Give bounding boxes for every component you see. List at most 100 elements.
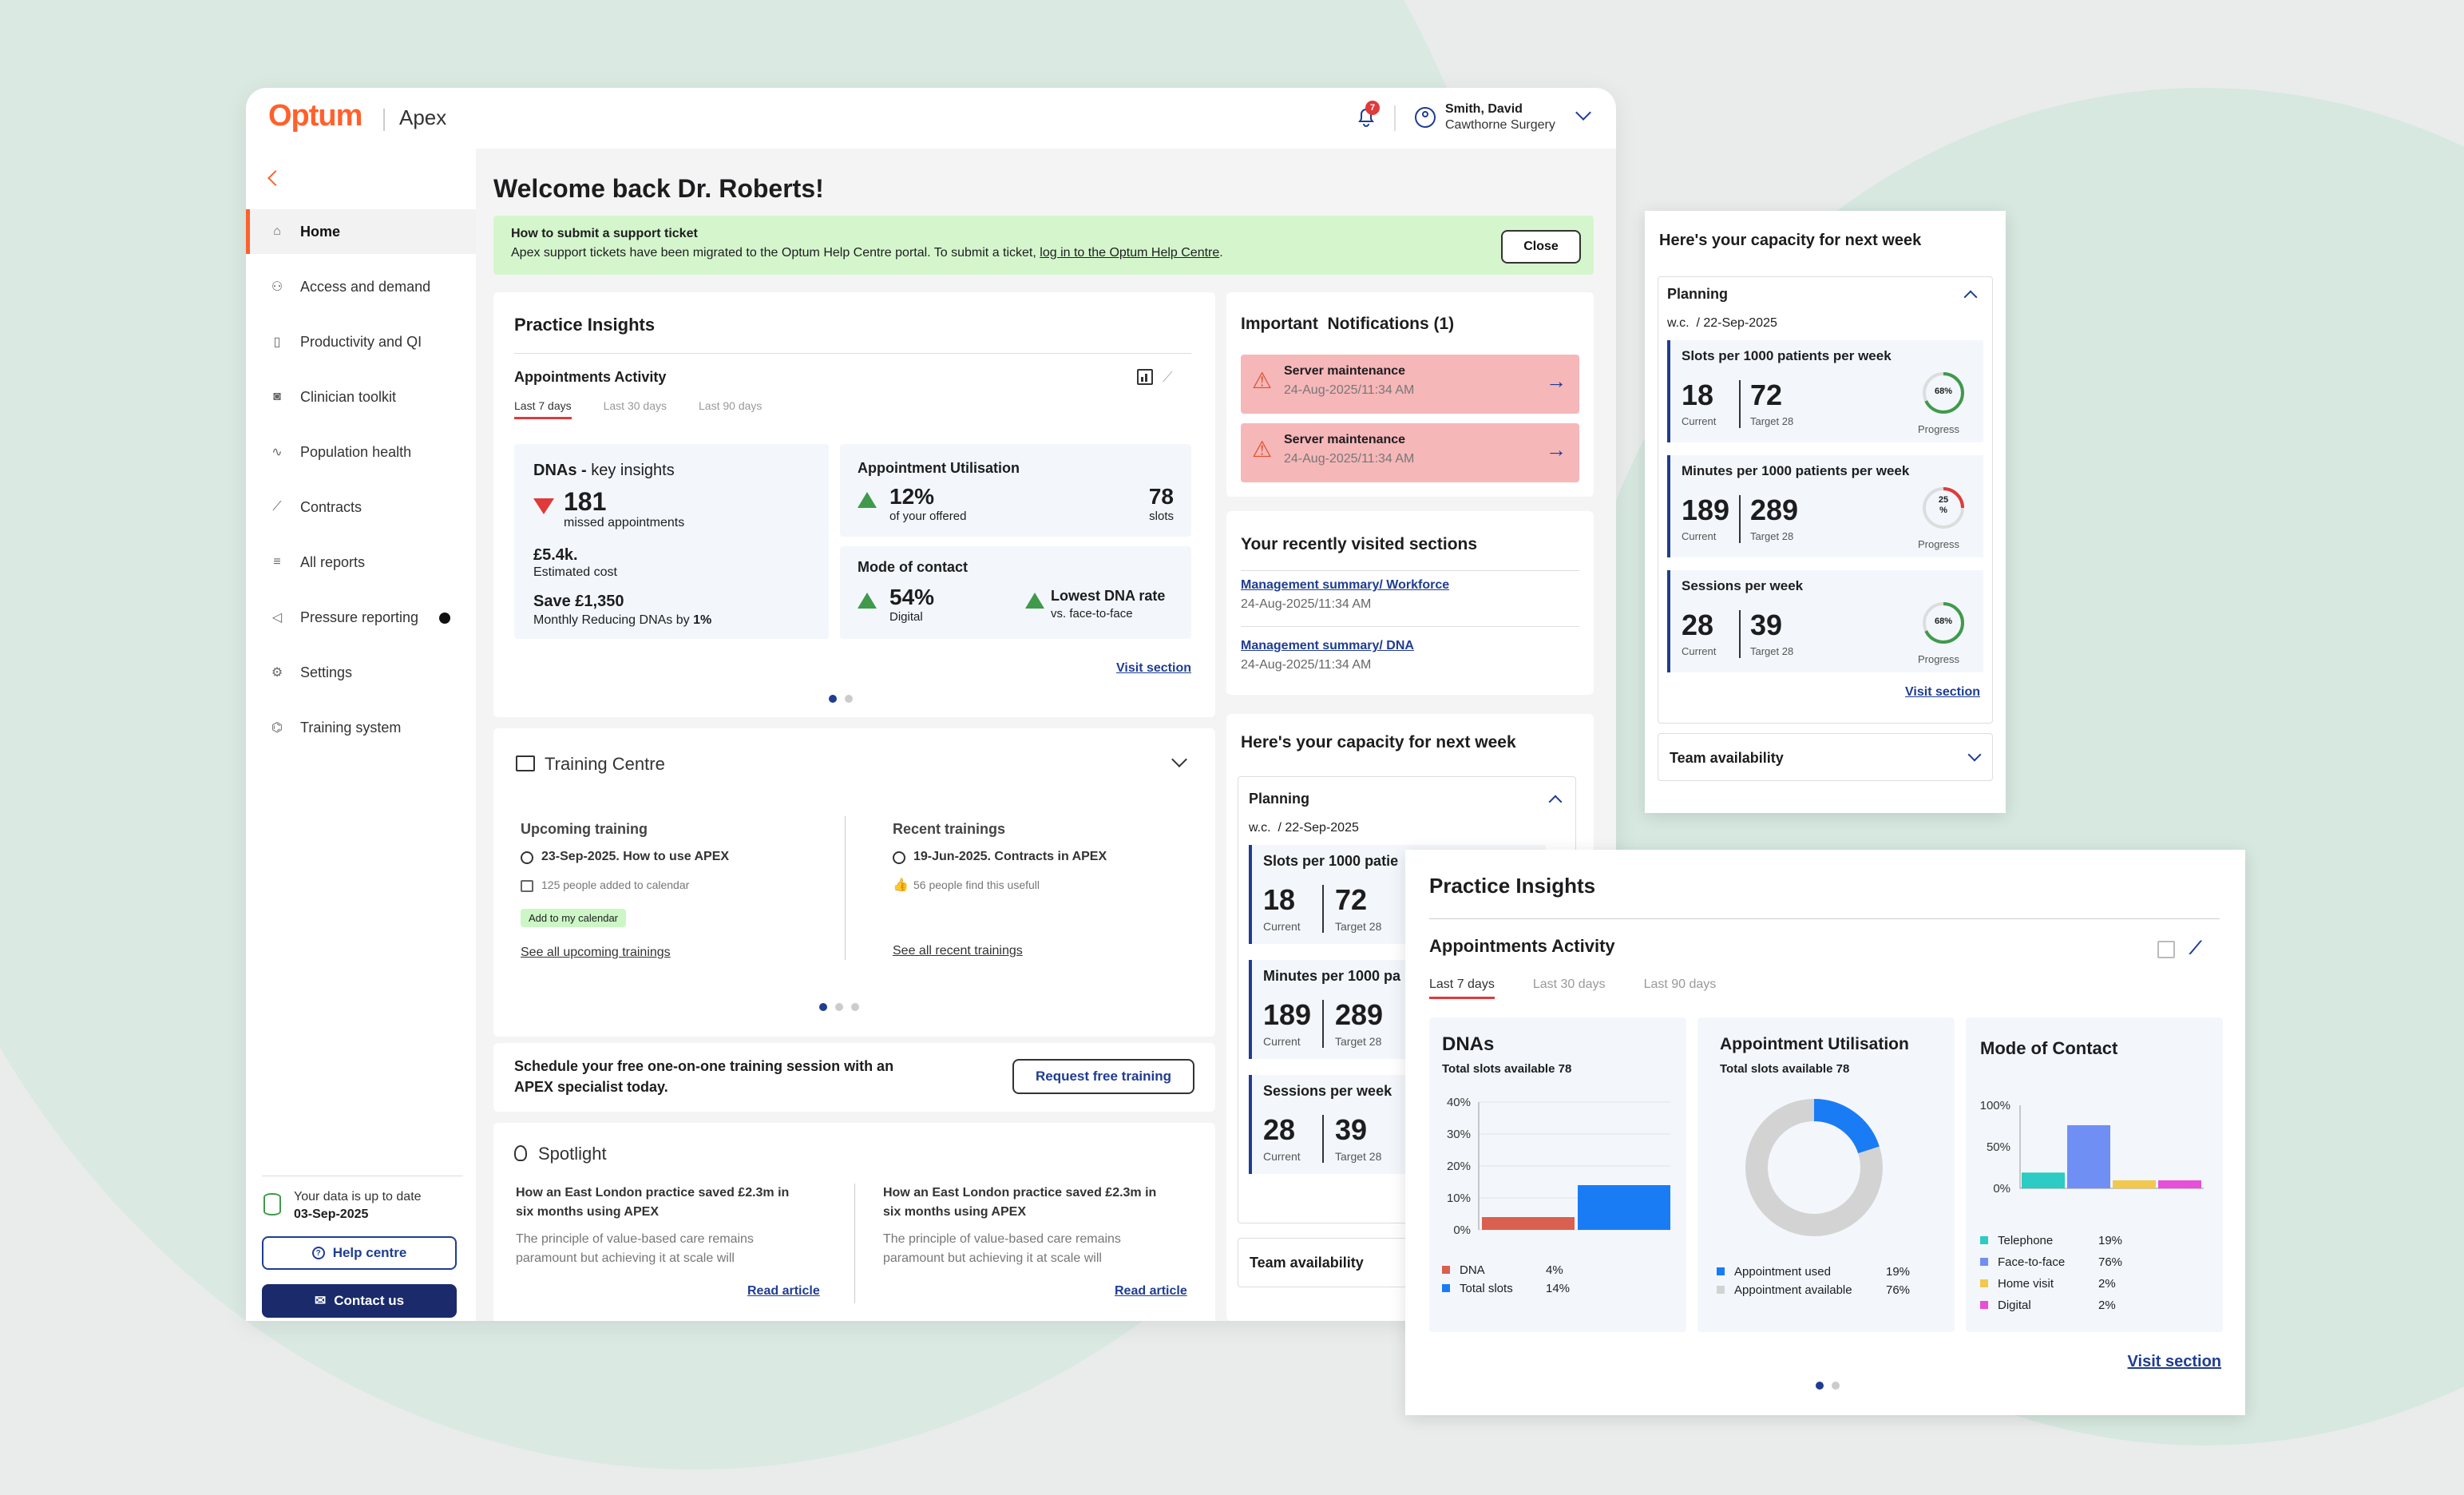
arrow-right-icon: →	[1546, 438, 1567, 462]
carousel-dots[interactable]	[829, 695, 853, 703]
capacity-title: Here's your capacity for next week	[1659, 232, 1922, 249]
metric-current-label: Current	[1682, 530, 1717, 542]
metric-title: Sessions per week	[1682, 578, 1804, 593]
sidebar-item-training[interactable]: ⌬ Training system	[246, 705, 476, 750]
help-centre-link[interactable]: log in to the Optum Help Centre	[1040, 246, 1220, 260]
bar-chart-toggle-icon[interactable]	[1137, 369, 1153, 385]
sidebar-item-contracts[interactable]: ⟋ Contracts	[246, 485, 476, 529]
legend-label: Appointment used	[1734, 1265, 1831, 1279]
carousel-dots[interactable]	[1816, 1382, 1840, 1390]
legend-label: Total slots	[1460, 1282, 1513, 1295]
top-bar: Optum Apex 7 Smith, David Cawthorne Surg…	[246, 88, 1616, 149]
sidebar-item-access[interactable]: ⚇ Access and demand	[246, 264, 476, 309]
metric-current-label: Current	[1263, 1035, 1301, 1048]
schedule-text: Schedule your free one-on-one training s…	[514, 1058, 894, 1095]
ring-progress	[1923, 487, 1964, 529]
sidebar-item-pressure[interactable]: ◁ Pressure reporting	[246, 595, 476, 640]
user-menu[interactable]: Smith, David Cawthorne Surgery	[1415, 101, 1606, 136]
tab-7-days[interactable]: Last 7 days	[1429, 978, 1495, 999]
see-recent-link[interactable]: See all recent trainings	[893, 944, 1023, 958]
visit-section-link[interactable]: Visit section	[1905, 685, 1980, 699]
metric-target: 39	[1335, 1113, 1368, 1146]
tab-90-days[interactable]: Last 90 days	[1643, 978, 1717, 991]
calendar-icon	[521, 880, 533, 892]
progress-ring	[1923, 487, 1964, 529]
legend-label: Appointment available	[1734, 1283, 1852, 1297]
metric-target: 39	[1750, 609, 1783, 641]
back-arrow-icon[interactable]	[267, 170, 283, 186]
upcoming-item: 23-Sep-2025. How to use APEX	[541, 850, 730, 863]
request-training-button[interactable]: Request free training	[1012, 1059, 1194, 1094]
dna-cost: £5.4k.	[533, 546, 578, 564]
chart-subtitle: Total slots available 78	[1442, 1062, 1572, 1076]
tab-90-days[interactable]: Last 90 days	[699, 399, 763, 412]
recent-link[interactable]: Management summary/ DNA	[1241, 639, 1414, 652]
legend-value: 2%	[2098, 1299, 2116, 1312]
metric-target-label: Target 28	[1335, 1035, 1382, 1048]
read-article-link[interactable]: Read article	[1115, 1284, 1187, 1298]
help-centre-button[interactable]: ? Help centre	[262, 1236, 457, 1270]
notifications-panel: Important Notifications (1) ⚠ Server mai…	[1226, 292, 1594, 497]
donut-slice-used	[1745, 1099, 1883, 1236]
clock-icon	[521, 851, 533, 864]
contact-us-button[interactable]: ✉ Contact us	[262, 1284, 457, 1318]
team-availability-row[interactable]: Team availability	[1658, 733, 1993, 781]
metric-target: 72	[1335, 883, 1368, 916]
sidebar-item-label: Clinician toolkit	[300, 388, 397, 405]
recent-link[interactable]: Management summary/ Workforce	[1241, 578, 1450, 592]
sidebar-item-clinician[interactable]: ◙ Clinician toolkit	[246, 375, 476, 419]
tab-30-days[interactable]: Last 30 days	[1532, 978, 1606, 991]
up-triangle-icon	[1025, 593, 1044, 609]
bell-icon[interactable]: 7	[1356, 101, 1380, 128]
notification-item[interactable]: ⚠ Server maintenance 24-Aug-2025/11:34 A…	[1241, 423, 1579, 482]
visit-section-link[interactable]: Visit section	[2127, 1353, 2221, 1370]
sidebar-item-productivity[interactable]: ▯ Productivity and QI	[246, 319, 476, 364]
sidebar-item-settings[interactable]: ⚙ Settings	[246, 650, 476, 695]
sidebar-item-label: Contracts	[300, 498, 362, 515]
sidebar-item-reports[interactable]: ≡ All reports	[246, 540, 476, 585]
sidebar-item-home[interactable]: ⌂ Home	[246, 209, 476, 254]
notification-item[interactable]: ⚠ Server maintenance 24-Aug-2025/11:34 A…	[1241, 355, 1579, 414]
recent-title: Recent trainings	[893, 821, 1006, 837]
bars-icon: ≡	[273, 555, 281, 569]
recent-sections-panel: Your recently visited sections Managemen…	[1226, 511, 1594, 695]
read-article-link[interactable]: Read article	[747, 1284, 820, 1298]
dna-save-label: Monthly Reducing DNAs by 1%	[533, 613, 711, 628]
utilisation-chart-card: Appointment Utilisation Total slots avai…	[1697, 1017, 1955, 1332]
line-chart-toggle-icon[interactable]: ⟋	[2189, 938, 2202, 958]
tab-30-days[interactable]: Last 30 days	[603, 399, 667, 412]
line-chart-toggle-icon[interactable]: ⟋	[1163, 369, 1173, 385]
add-to-calendar-button[interactable]: Add to my calendar	[521, 909, 627, 927]
dna-title-rest: key insights	[591, 462, 675, 479]
down-triangle-icon	[533, 498, 554, 514]
metric-card: Sessions per week 28 Current 39 Target 2…	[1667, 570, 1983, 672]
metric-current-label: Current	[1263, 920, 1301, 933]
close-banner-button[interactable]: Close	[1501, 230, 1581, 264]
page-title: Welcome back Dr. Roberts!	[493, 174, 824, 203]
team-availability-title: Team availability	[1670, 750, 1784, 766]
bar-chart-toggle-icon[interactable]	[2157, 941, 2175, 958]
legend-value: 2%	[2098, 1277, 2116, 1291]
chevron-down-icon[interactable]	[1171, 751, 1187, 767]
sidebar-item-population[interactable]: ∿ Population health	[246, 430, 476, 474]
metric-target: 72	[1750, 379, 1783, 411]
legend: DNA 4% Total slots 14%	[1442, 1263, 1570, 1295]
metric-target: 289	[1335, 998, 1384, 1031]
insights-charts-card: Practice Insights Appointments Activity …	[1405, 850, 2245, 1415]
dna-save-text: Monthly Reducing DNAs by	[533, 613, 694, 627]
tab-7-days[interactable]: Last 7 days	[514, 399, 572, 419]
alert-dot	[439, 613, 450, 624]
visit-section-link[interactable]: Visit section	[1116, 661, 1191, 675]
legend-value: 4%	[1546, 1263, 1563, 1277]
banner-text-end: .	[1219, 246, 1223, 260]
legend-value: 76%	[2098, 1255, 2123, 1269]
product-name: Apex	[399, 105, 447, 129]
training-title: Training Centre	[545, 754, 665, 774]
legend-item: Face-to-face 76%	[1980, 1251, 2122, 1273]
recent-meta: 56 people find this usefull	[913, 878, 1040, 891]
user-icon	[1415, 107, 1436, 128]
see-upcoming-link[interactable]: See all upcoming trainings	[521, 946, 671, 959]
y-tick-label: 0%	[1993, 1182, 2010, 1196]
notification-date: 24-Aug-2025/11:34 AM	[1284, 383, 1415, 397]
carousel-dots[interactable]	[819, 1003, 859, 1011]
